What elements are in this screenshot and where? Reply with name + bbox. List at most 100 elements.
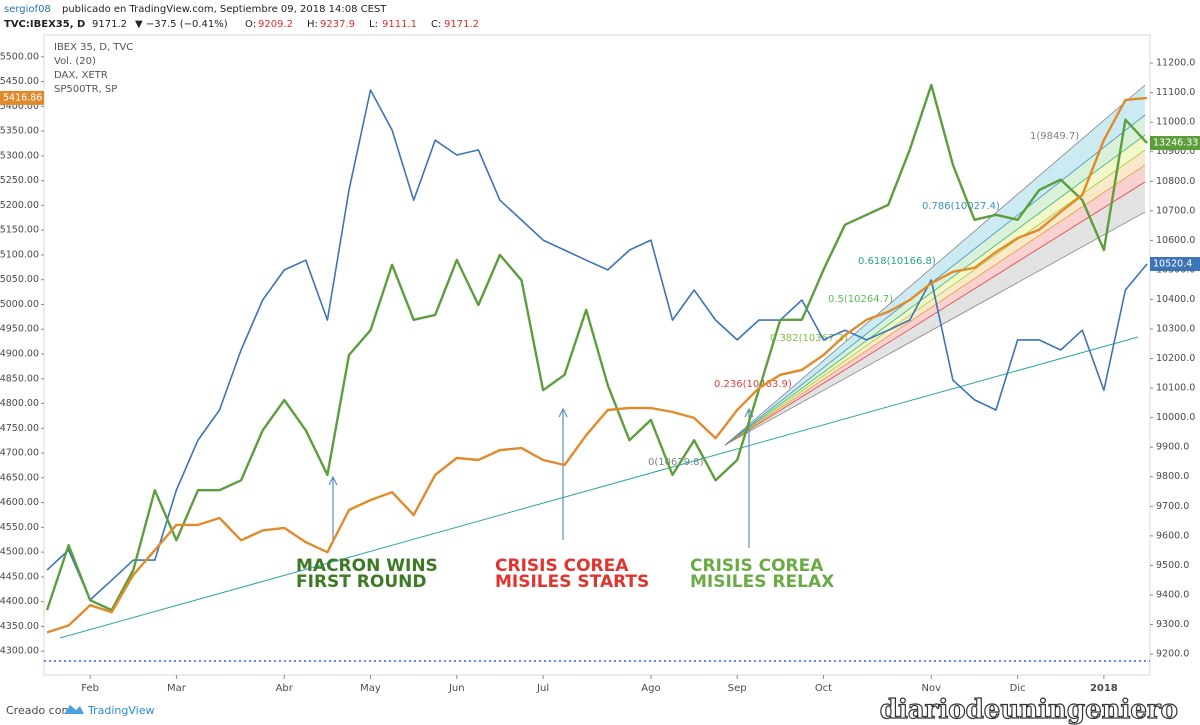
tv-logo [64, 705, 84, 714]
fib-label: 0.786(10027.4) [922, 201, 1000, 212]
y-tick-label: 5100.00 [0, 249, 39, 260]
y-tick-label: 5350.00 [0, 126, 39, 137]
y2-tick-label: 11200.0 [1156, 58, 1195, 69]
price-tag-label: 13246.33 [1153, 137, 1198, 148]
y2-tick-label: 10800.0 [1156, 176, 1195, 187]
fib-label: 0.236(10463.9) [714, 379, 792, 390]
y2-tick-label: 10100.0 [1156, 383, 1195, 394]
watermark: diariodeuningeniero [880, 695, 1178, 725]
fib-label: 0.618(10166.8) [858, 256, 936, 267]
footer-brand[interactable]: TradingView [87, 704, 154, 717]
y-tick-label: 4450.00 [0, 571, 39, 582]
annotation: MISILES RELAX [690, 572, 834, 592]
ohlc-value: 9171.2 [444, 19, 479, 30]
ohlc-label: O: [245, 19, 256, 30]
y2-tick-label: 9800.0 [1156, 471, 1189, 482]
ohlc-label: H: [307, 19, 318, 30]
x-tick-label: Dic [1010, 683, 1026, 694]
y2-tick-label: 9600.0 [1156, 530, 1189, 541]
x-tick-label: Ago [641, 683, 660, 694]
y-tick-label: 4350.00 [0, 621, 39, 632]
price-tag [1150, 135, 1200, 150]
x-tick-label: Sep [728, 683, 747, 694]
arrows [328, 407, 754, 548]
x-tick-label: Mar [167, 683, 187, 694]
x-tick-label: 2018 [1090, 683, 1118, 694]
series-line [45, 83, 1148, 612]
legend-entry: IBEX 35, D, TVC [54, 42, 133, 53]
price-tag [0, 90, 44, 105]
price-tag [1150, 256, 1200, 271]
y2-tick-label: 10900.0 [1156, 146, 1195, 157]
y2-tick-label: 11100.0 [1156, 87, 1195, 98]
x-tick-label: Oct [815, 683, 832, 694]
y2-tick-label: 9900.0 [1156, 442, 1189, 453]
x-tick-label: Abr [276, 683, 294, 694]
ohlc-value: 9209.2 [258, 19, 293, 30]
fib-line [724, 164, 1146, 446]
ohlc-label: C: [431, 19, 441, 30]
x-tick-label: Jun [448, 683, 465, 694]
ohlc-value: 9237.9 [320, 19, 355, 30]
annotation: CRISIS COREA [495, 556, 629, 576]
y-tick-label: 5200.00 [0, 200, 39, 211]
y-tick-label: 5050.00 [0, 274, 39, 285]
y2-tick-label: 11000.0 [1156, 117, 1195, 128]
header: sergiof08 publicado en TradingView.com, … [4, 4, 387, 30]
series-line [46, 96, 1148, 634]
ohlc-label: L: [369, 19, 378, 30]
annotation: CRISIS COREA [690, 556, 824, 576]
y-tick-label: 4550.00 [0, 522, 39, 533]
y-tick-label: 4400.00 [0, 596, 39, 607]
y2-tick-label: 10200.0 [1156, 353, 1195, 364]
fib-label: 0(10679.8) [648, 457, 704, 468]
y2-tick-label: 10300.0 [1156, 323, 1195, 334]
y2-tick-label: 10400.0 [1156, 294, 1195, 305]
y-tick-label: 4900.00 [0, 349, 39, 360]
y2-tick-label: 9700.0 [1156, 501, 1189, 512]
y-tick-label: 5400.00 [0, 101, 39, 112]
fib-label: 0.382(10367.3) [770, 333, 848, 344]
y-tick-label: 5450.00 [0, 76, 39, 87]
y-tick-label: 4750.00 [0, 423, 39, 434]
author[interactable]: sergiof08 [4, 4, 51, 15]
x-tick-label: May [360, 683, 381, 694]
x-tick-label: Jul [536, 683, 549, 694]
last: 9171.2 [92, 19, 127, 30]
y-tick-label: 4700.00 [0, 448, 39, 459]
y-tick-label: 5500.00 [0, 51, 39, 62]
annotation: FIRST ROUND [296, 572, 426, 592]
y-tick-label: 4850.00 [0, 373, 39, 384]
y2-tick-label: 10700.0 [1156, 205, 1195, 216]
fib-line [724, 84, 1146, 446]
legend-entry: DAX, XETR [54, 70, 108, 81]
y-tick-label: 5150.00 [0, 225, 39, 236]
y-tick-label: 4650.00 [0, 472, 39, 483]
series-line [46, 89, 1148, 601]
symbol: TVC:IBEX35, D [4, 19, 85, 30]
y-tick-label: 5250.00 [0, 175, 39, 186]
y2-tick-label: 10600.0 [1156, 235, 1195, 246]
ohlc-value: 9111.1 [382, 19, 417, 30]
y2-tick-label: 9200.0 [1156, 649, 1189, 660]
y-tick-label: 4800.00 [0, 398, 39, 409]
annotation: MISILES STARTS [495, 572, 649, 592]
legend-entry: Vol. (20) [54, 56, 96, 67]
y-tick-label: 5300.00 [0, 150, 39, 161]
x-tick-label: Feb [81, 683, 99, 694]
y2-tick-label: 9500.0 [1156, 560, 1189, 571]
fib-line [724, 181, 1146, 446]
footer: Creado con TradingView diariodeuningenie… [6, 694, 1179, 725]
fib-line [724, 211, 1146, 446]
change: ▼ −37.5 (−0.41%) [135, 19, 228, 30]
legend-entry: SP500TR, SP [54, 84, 117, 95]
trend-line [59, 336, 1139, 639]
y2-tick-label: 10000.0 [1156, 412, 1195, 423]
y-tick-label: 5000.00 [0, 299, 39, 310]
fib-line [724, 134, 1146, 446]
footer-created: Creado con [6, 704, 68, 717]
x-tick-label: Nov [922, 683, 942, 694]
annotation: MACRON WINS [296, 556, 438, 576]
fib-label: 0.5(10264.7) [828, 294, 893, 305]
